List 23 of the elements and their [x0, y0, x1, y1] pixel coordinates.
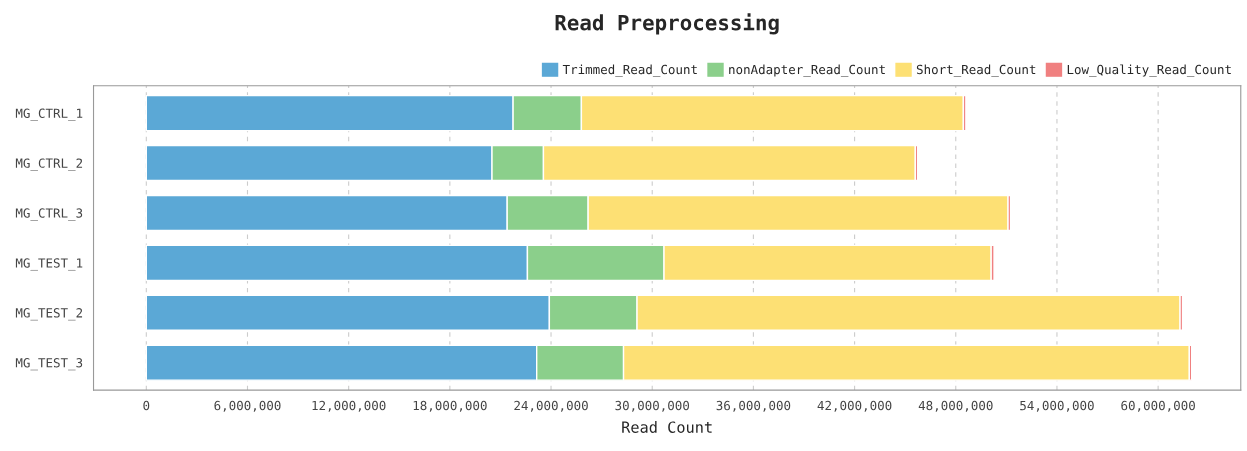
y-tick-label: MG_TEST_2	[15, 308, 83, 321]
y-tick-label: MG_CTRL_2	[15, 158, 83, 171]
y-tick-label: MG_TEST_1	[15, 258, 83, 271]
x-tick-label: 6,000,000	[214, 400, 281, 412]
legend-label: Short_Read_Count	[916, 64, 1036, 77]
x-tick-label: 60,000,000	[1121, 400, 1195, 412]
y-tick-label: MG_CTRL_3	[15, 208, 83, 221]
chart-title: Read Preprocessing	[555, 13, 779, 35]
legend-label: Low_Quality_Read_Count	[1067, 64, 1231, 77]
x-tick-label: 48,000,000	[918, 400, 993, 412]
x-axis-title: Read Count	[622, 421, 712, 433]
legend-label: nonAdapter_Read_Count	[729, 64, 885, 77]
x-tick-label: 30,000,000	[615, 400, 690, 412]
x-tick-label: 42,000,000	[817, 400, 892, 412]
y-tick-label: MG_CTRL_1	[15, 108, 83, 121]
y-tick-label: MG_TEST_3	[15, 358, 83, 371]
x-tick-label: 18,000,000	[413, 400, 487, 412]
x-tick-label: 54,000,000	[1020, 400, 1094, 412]
x-tick-label: 0	[143, 400, 150, 411]
x-tick-label: 12,000,000	[312, 400, 386, 412]
legend-label: Trimmed_Read_Count	[562, 64, 697, 77]
x-tick-label: 24,000,000	[514, 400, 588, 412]
x-tick-label: 36,000,000	[716, 400, 791, 412]
